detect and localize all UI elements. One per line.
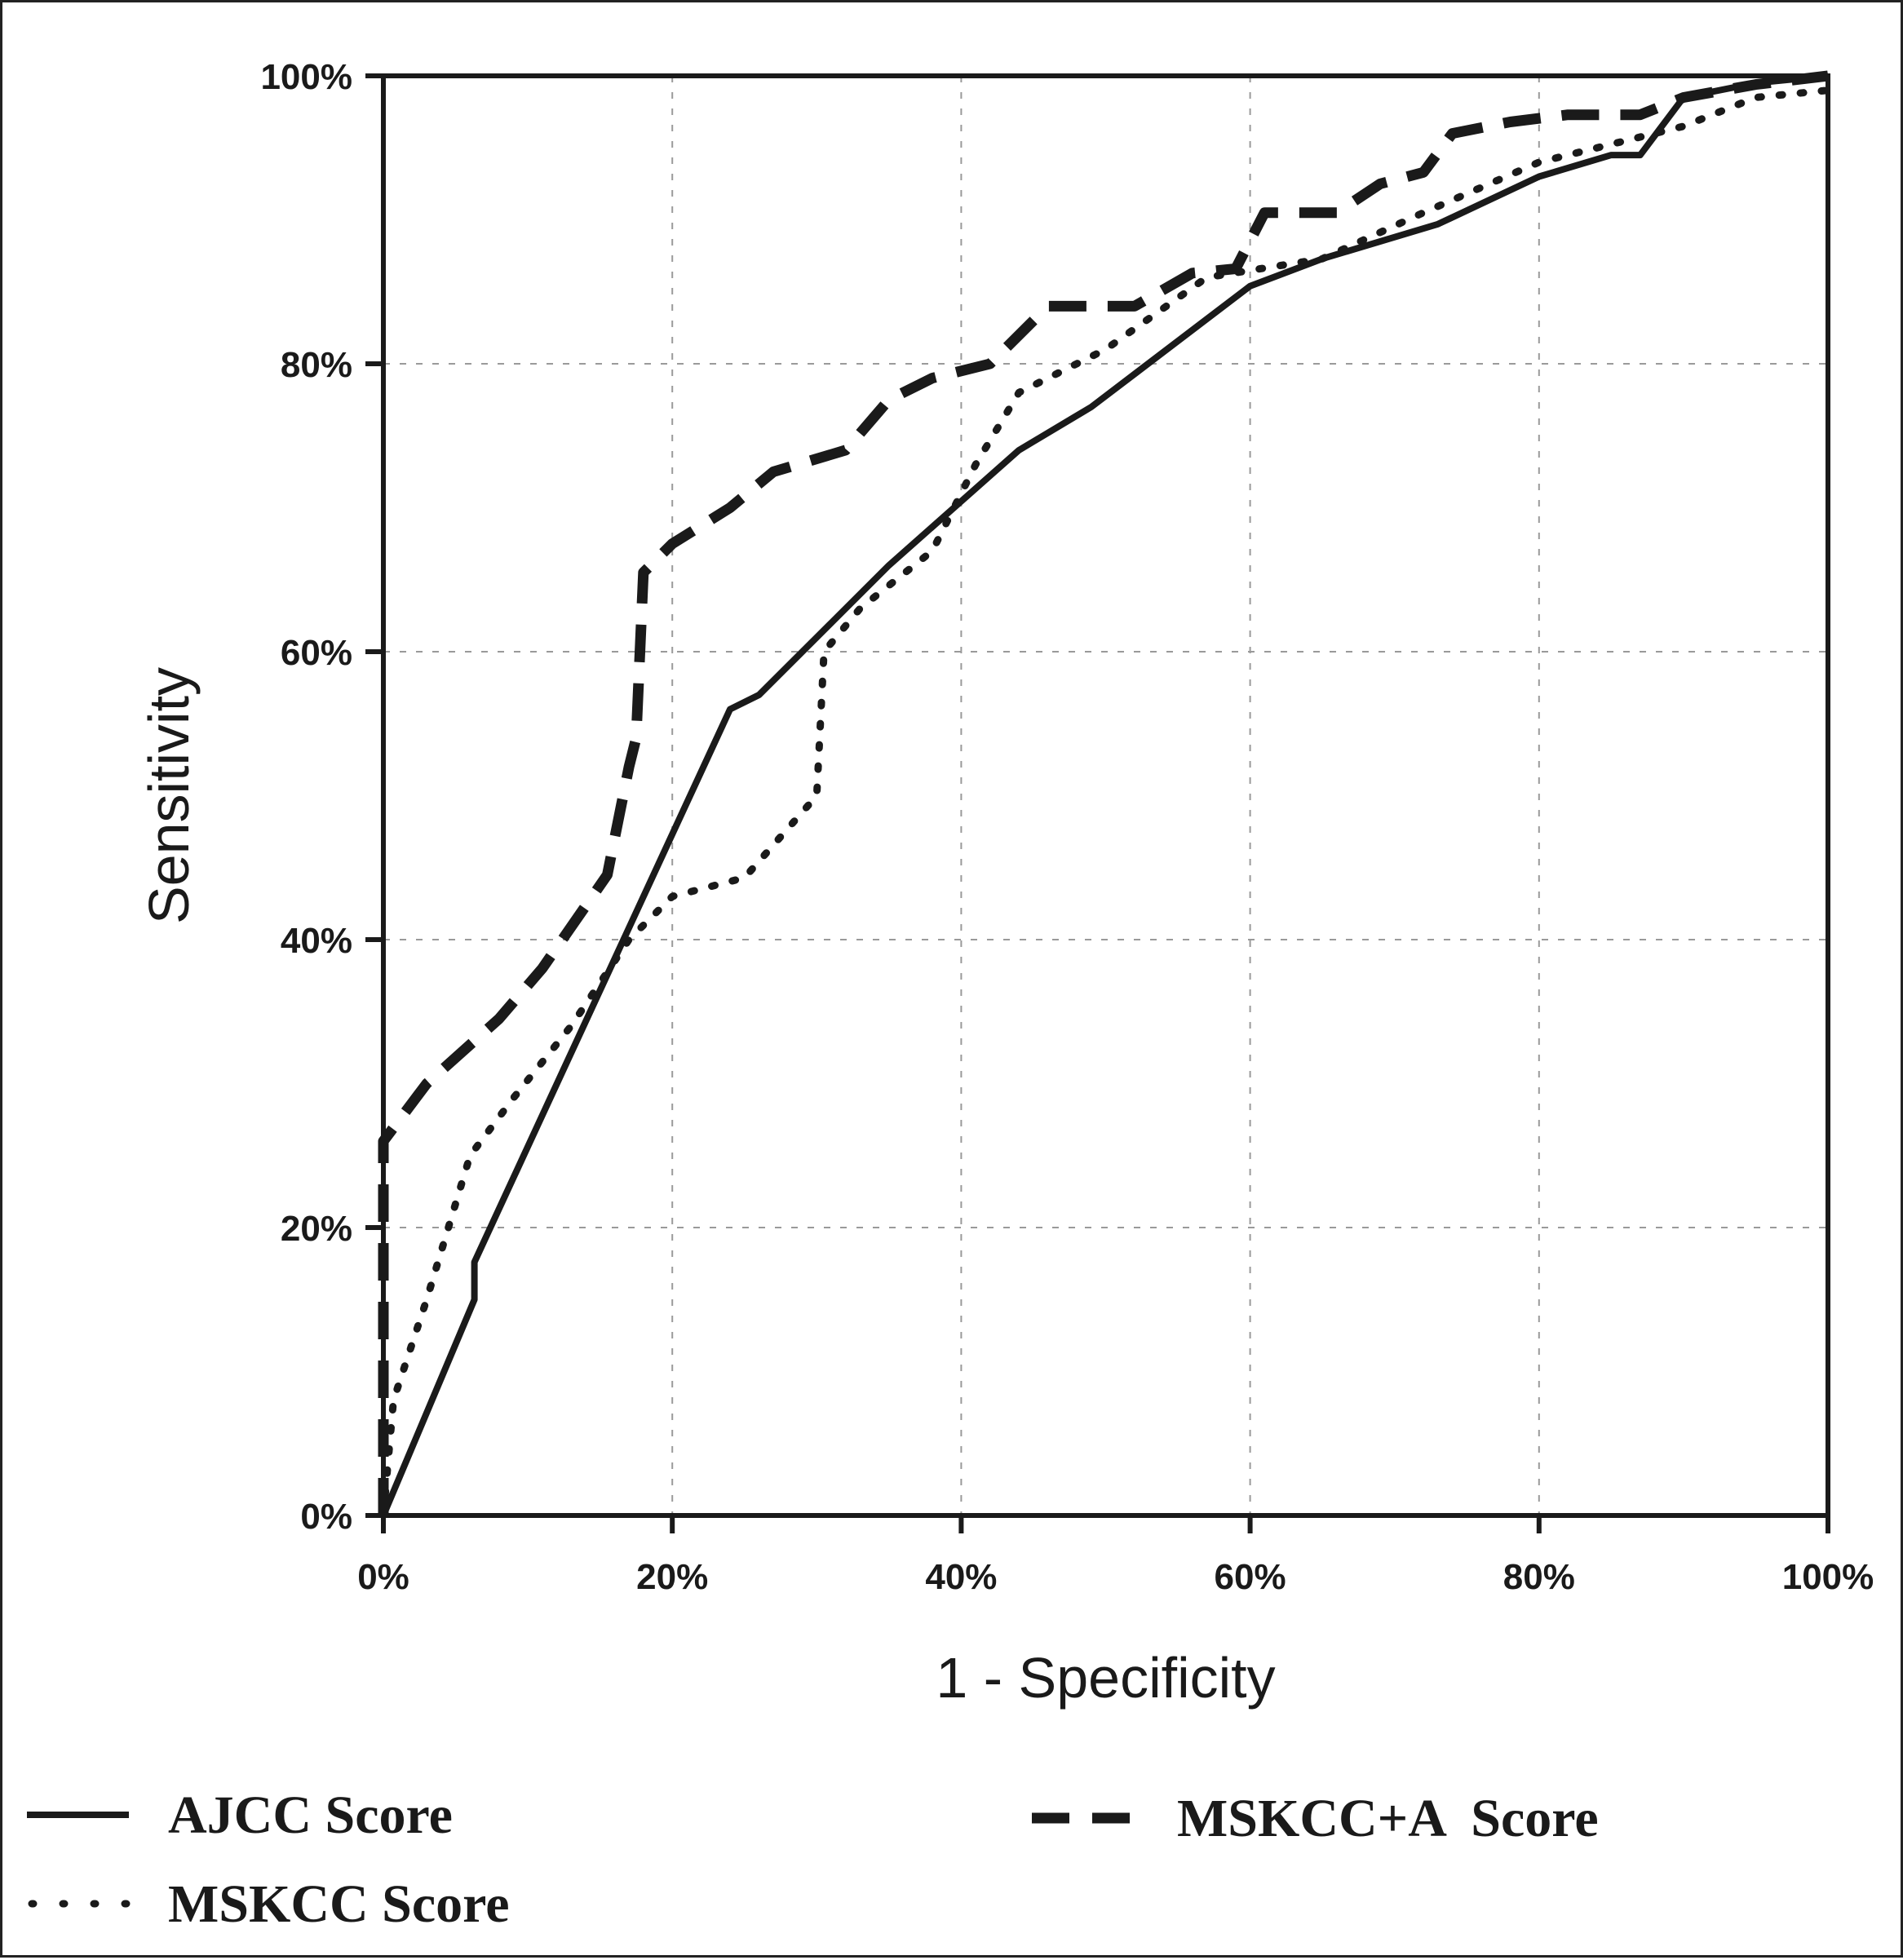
x-tick-label: 0% [357,1557,409,1597]
plot-border [381,73,1830,1518]
legend-label: MSKCC+A Score [1177,1789,1599,1848]
series-line-dotted [379,86,1832,1520]
legend-label: MSKCC Score [168,1874,510,1934]
tick-labels: 0% 20% 40% 60% 80% 100% 0% 20% 40% 60% 80% 100% [260,57,1874,1597]
x-tick-label: 80% [1503,1557,1575,1597]
axes [365,73,1830,1533]
y-tick-label: 20% [281,1209,352,1249]
x-tick-label: 40% [925,1557,997,1597]
x-tick-label: 20% [636,1557,708,1597]
x-axis-title: 1 - Specificity [936,1646,1275,1710]
x-tick-label: 100% [1782,1557,1874,1597]
roc-curves [378,70,1832,1520]
series-line-solid [380,73,1829,1517]
legend: AJCC Score MSKCC Score MSKCC+A Score [27,1785,1599,1934]
y-tick-label: 60% [281,633,352,673]
grid-lines [383,76,1828,1515]
y-axis-title: Sensitivity [137,667,201,924]
x-tick-label: 60% [1215,1557,1286,1597]
y-tick-label: 80% [281,345,352,385]
legend-label: AJCC Score [168,1785,453,1845]
y-tick-label: 0% [300,1497,352,1537]
y-tick-label: 40% [281,921,352,961]
series-line-dashed [378,70,1829,1515]
y-tick-label: 100% [260,57,352,97]
